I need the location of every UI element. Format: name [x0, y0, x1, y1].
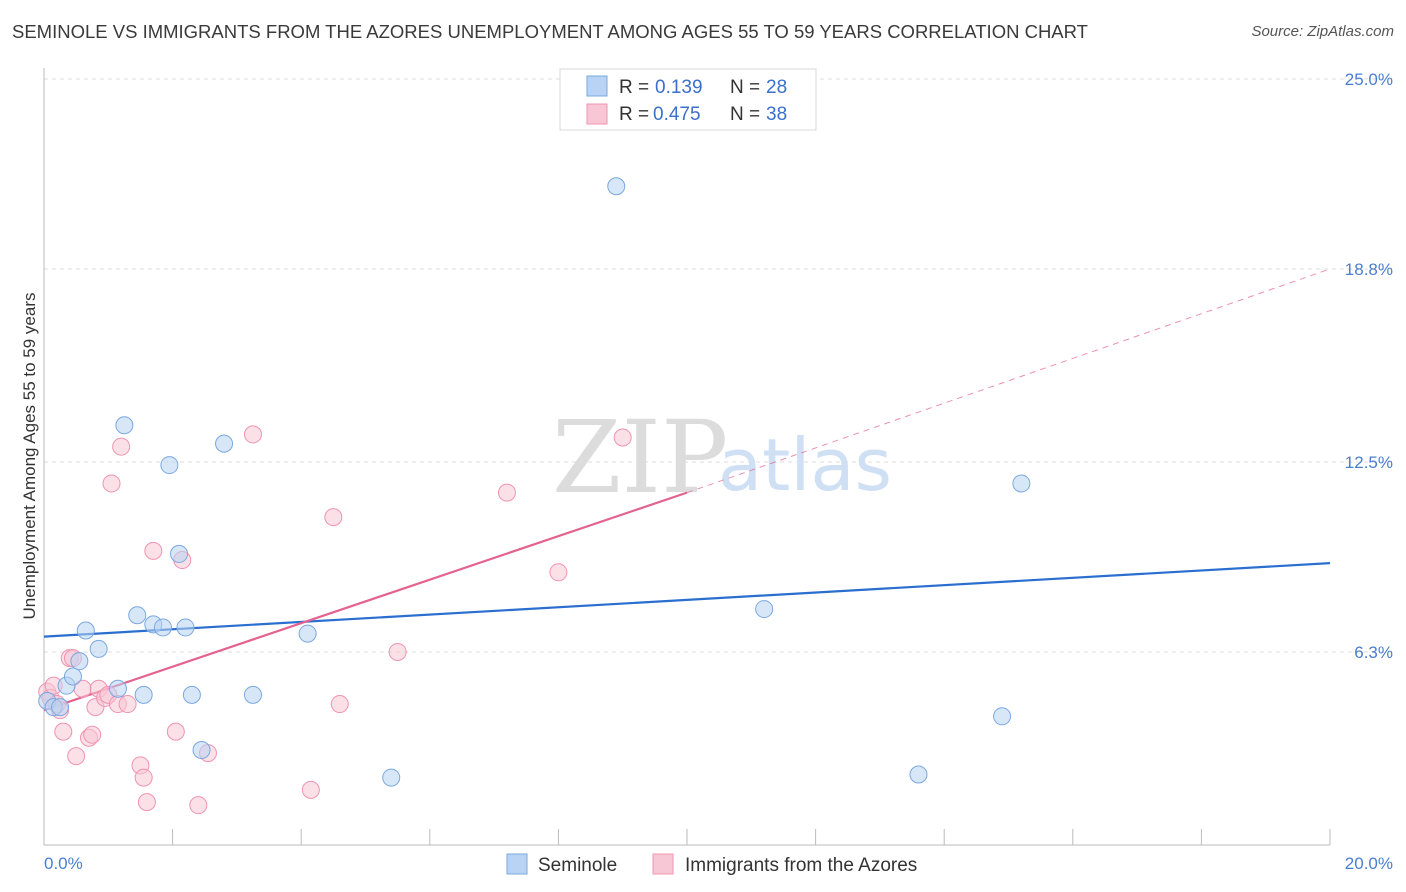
- seminole-point: [755, 600, 774, 619]
- watermark: ZIP atlas: [552, 399, 892, 516]
- data-points: [38, 177, 1031, 815]
- seminole-point: [182, 685, 201, 704]
- grid-lines: [44, 78, 1393, 653]
- legend-azores-swatch: [652, 853, 674, 875]
- x-tick-label-max: 20.0%: [1345, 854, 1393, 873]
- y-tick-label: 25.0%: [1345, 70, 1393, 89]
- seminole-point: [382, 768, 401, 787]
- seminole-legend-swatch: [586, 75, 608, 97]
- seminole-point: [909, 765, 928, 784]
- azores-trend-extension: [686, 268, 1331, 494]
- x-tick-label-min: 0.0%: [44, 854, 83, 873]
- seminole-r-value: 0.139: [655, 77, 703, 98]
- azores-point: [144, 541, 163, 560]
- seminole-point: [607, 177, 626, 196]
- azores-point: [83, 725, 102, 744]
- seminole-trend-line: [43, 562, 1331, 638]
- y-tick-label: 6.3%: [1354, 643, 1393, 662]
- seminole-point: [51, 698, 70, 717]
- seminole-point: [1012, 474, 1031, 493]
- azores-n-label: N =: [730, 104, 760, 125]
- seminole-point: [192, 741, 211, 760]
- azores-point: [166, 722, 185, 741]
- azores-point: [112, 437, 131, 456]
- azores-point: [67, 747, 86, 766]
- seminole-n-value: 28: [766, 77, 787, 98]
- seminole-point: [993, 707, 1012, 726]
- y-tick-labels: 6.3% 12.5% 18.8% 25.0%: [1345, 70, 1393, 662]
- azores-point: [324, 508, 343, 527]
- seminole-point: [176, 618, 195, 637]
- legend-azores-label: Immigrants from the Azores: [685, 855, 917, 876]
- azores-point: [301, 780, 320, 799]
- azores-point: [613, 428, 632, 447]
- azores-point: [102, 474, 121, 493]
- seminole-n-label: N =: [730, 77, 760, 98]
- seminole-point: [160, 456, 179, 475]
- seminole-point: [170, 544, 189, 563]
- seminole-r-label: R =: [619, 77, 649, 98]
- seminole-point: [70, 652, 89, 671]
- seminole-point: [115, 416, 134, 435]
- legend-seminole-swatch: [506, 853, 528, 875]
- seminole-point: [215, 434, 234, 453]
- seminole-point: [134, 685, 153, 704]
- azores-trend-line: [43, 491, 688, 712]
- watermark-zip: ZIP: [552, 399, 728, 516]
- y-tick-label: 12.5%: [1345, 453, 1393, 472]
- seminole-point: [89, 639, 108, 658]
- azores-n-value: 38: [766, 104, 787, 125]
- y-tick-label: 18.8%: [1345, 260, 1393, 279]
- seminole-point: [128, 606, 147, 625]
- azores-legend-swatch: [586, 103, 608, 125]
- azores-point: [118, 695, 137, 714]
- stats-legend: R = 0.139 N = 28 R = 0.475 N = 38: [559, 68, 817, 131]
- azores-r-value: 0.475: [653, 104, 701, 125]
- series-legend: Seminole Immigrants from the Azores: [506, 853, 917, 876]
- seminole-point: [63, 667, 82, 686]
- azores-point: [243, 425, 262, 444]
- azores-point: [330, 695, 349, 714]
- chart-title: SEMINOLE VS IMMIGRANTS FROM THE AZORES U…: [12, 21, 1088, 42]
- azores-point: [388, 642, 407, 661]
- azores-point: [189, 796, 208, 815]
- seminole-point: [76, 621, 95, 640]
- azores-r-label: R =: [619, 104, 649, 125]
- azores-point: [497, 483, 516, 502]
- axes: [43, 68, 1331, 846]
- trend-lines: [43, 268, 1331, 712]
- y-axis-label: Unemployment Among Ages 55 to 59 years: [20, 293, 39, 620]
- azores-point: [137, 793, 156, 812]
- source-label: Source: ZipAtlas.com: [1251, 23, 1394, 40]
- watermark-atlas: atlas: [718, 423, 892, 507]
- azores-point: [134, 768, 153, 787]
- azores-point: [54, 722, 73, 741]
- legend-seminole-label: Seminole: [538, 855, 617, 876]
- seminole-point: [298, 624, 317, 643]
- seminole-point: [153, 618, 172, 637]
- seminole-point: [243, 685, 262, 704]
- seminole-point: [108, 679, 127, 698]
- azores-point: [549, 563, 568, 582]
